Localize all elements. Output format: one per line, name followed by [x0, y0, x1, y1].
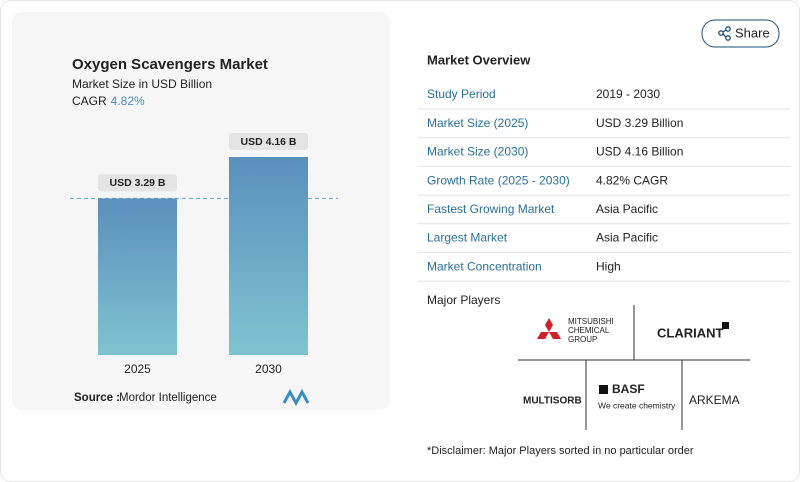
- cagr-label: CAGR: [72, 94, 107, 108]
- cagr-value: 4.82%: [111, 94, 145, 108]
- player: GROUP: [568, 335, 597, 344]
- row-bg: [418, 253, 790, 282]
- share-icon: [718, 26, 731, 41]
- value-label: USD 4.16 B: [240, 136, 296, 148]
- row-bg: [418, 109, 790, 138]
- player: MITSUBISHI: [568, 317, 614, 326]
- overview-table: Study Period 2019 - 2030 Market Size (2025…: [418, 81, 790, 282]
- players-grid: [518, 305, 750, 430]
- disclaimer: *Disclaimer: Major Players sorted in no …: [427, 445, 694, 457]
- row-value: Asia Pacific: [596, 231, 658, 245]
- player: CHEMICAL: [568, 326, 610, 335]
- clariant-mark: [722, 322, 729, 329]
- brand-logo: [282, 388, 310, 407]
- row-value: 4.82% CAGR: [596, 173, 668, 187]
- row-label: Study Period: [427, 87, 496, 101]
- bar: [98, 198, 177, 355]
- player: We create chemistry: [598, 400, 676, 410]
- share-label[interactable]: Share: [735, 25, 770, 40]
- x-tick-label: 2025: [124, 362, 151, 376]
- value-label-bg: [98, 174, 177, 192]
- share-button[interactable]: Share: [701, 19, 780, 48]
- row-value: High: [596, 259, 621, 273]
- row-bg: [418, 195, 790, 224]
- row-bg: [418, 138, 790, 167]
- overview-title: Market Overview: [427, 52, 531, 67]
- share-frame[interactable]: [701, 19, 780, 48]
- row-label: Market Size (2025): [427, 116, 528, 130]
- row-label: Growth Rate (2025 - 2030): [427, 173, 570, 187]
- player: ARKEMA: [689, 393, 740, 407]
- row-label: Market Concentration: [427, 259, 542, 273]
- value-label: USD 3.29 B: [109, 177, 165, 189]
- row-value: Asia Pacific: [596, 202, 658, 216]
- row-bg: [418, 81, 790, 109]
- row-value: 2019 - 2030: [596, 87, 660, 101]
- chart-title: Oxygen Scavengers Market: [72, 56, 268, 73]
- players-title: Major Players: [427, 293, 500, 307]
- mitsubishi-logo: MITSUBISHI CHEMICAL GROUP: [537, 317, 614, 344]
- row-bg: [418, 224, 790, 253]
- basf-mark: [599, 385, 608, 394]
- bar: [229, 157, 308, 355]
- source: Mordor Intelligence: [119, 392, 217, 404]
- chart-subtitle: Market Size in USD Billion: [72, 77, 212, 91]
- row-value: USD 4.16 Billion: [596, 145, 683, 159]
- player: MULTISORB: [523, 396, 582, 407]
- cagr: CAGR 4.82%: [72, 94, 145, 108]
- value-label-bg: [229, 133, 308, 150]
- row-label: Largest Market: [427, 231, 508, 245]
- row-bg: [418, 167, 790, 196]
- bar-chart: USD 3.29 B 2025 USD 4.16 B 2030: [70, 133, 338, 376]
- source-label: Source :: [74, 392, 120, 404]
- x-tick-label: 2030: [255, 362, 282, 376]
- row-label: Market Size (2030): [427, 145, 528, 159]
- row-value: USD 3.29 Billion: [596, 116, 683, 130]
- player: BASF: [612, 382, 645, 396]
- row-label: Fastest Growing Market: [427, 202, 555, 216]
- player: CLARIANT: [657, 325, 723, 340]
